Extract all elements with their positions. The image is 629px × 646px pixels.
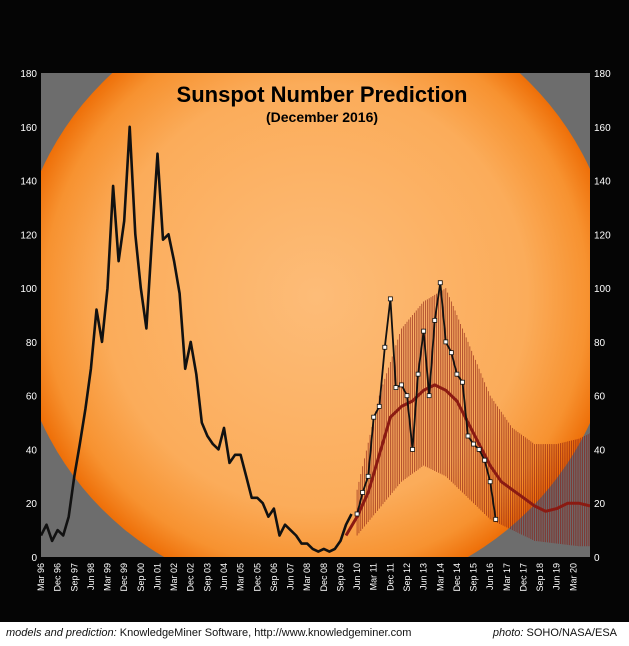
recent-observed-point: [454, 371, 460, 377]
recent-observed-point: [360, 490, 366, 495]
x-tick-label: Dec 14: [452, 563, 462, 592]
credit-models: models and prediction: KnowledgeMiner So…: [6, 627, 411, 639]
x-tick-label: Jun 10: [352, 563, 362, 590]
recent-observed-point: [443, 339, 449, 345]
x-tick-label: Sep 12: [402, 563, 412, 592]
y-tick-label-right: 120: [594, 230, 611, 241]
x-tick-label: Jun 19: [552, 563, 562, 590]
x-tick-label: Jun 98: [86, 563, 96, 590]
x-tick-label: Jun 04: [219, 563, 229, 590]
y-tick-label-right: 140: [594, 177, 611, 188]
y-axis-right: 0 20 40 60 80 100 120 140 160 180: [594, 69, 611, 564]
recent-observed-point: [426, 393, 432, 399]
y-tick-label-left: 120: [20, 230, 37, 241]
recent-observed-point: [471, 441, 476, 447]
y-tick-label-left: 80: [26, 338, 38, 349]
x-tick-label: Mar 99: [103, 563, 113, 591]
x-tick-label: Mar 02: [169, 563, 179, 591]
recent-observed-point: [404, 393, 410, 399]
recent-observed-point: [493, 516, 499, 522]
chart-title: Sunspot Number Prediction: [177, 82, 468, 107]
recent-observed-point: [448, 350, 454, 356]
y-tick-label-left: 160: [20, 123, 37, 134]
x-tick-label: Mar 96: [36, 563, 46, 591]
observed-series: [41, 125, 353, 553]
recent-observed-point: [432, 317, 438, 323]
recent-observed-point: [476, 447, 482, 452]
prediction-band: [356, 288, 590, 547]
recent-observed-point: [410, 447, 415, 452]
x-tick-label: Jun 01: [152, 563, 162, 590]
x-tick-label: Mar 08: [302, 563, 312, 591]
x-tick-label: Mar 05: [236, 563, 246, 591]
x-tick-label: Dec 17: [518, 563, 528, 592]
y-tick-label-left: 140: [20, 177, 37, 188]
credit-models-text: KnowledgeMiner Software, http://www.know…: [116, 627, 412, 639]
sun-disc: [41, 73, 590, 557]
recent-observed-point: [382, 344, 388, 350]
x-tick-label: Dec 08: [319, 563, 329, 592]
recent-observed-point: [482, 457, 488, 463]
x-tick-label: Dec 11: [385, 563, 395, 591]
y-tick-label-left: 0: [31, 553, 37, 564]
sunspot-chart: 0 20 40 60 80 100 120 140 160 180 0 20 40 60 80 100 120…: [0, 0, 629, 622]
observed-line: [41, 125, 353, 553]
y-tick-label-right: 180: [594, 69, 611, 80]
credits-bar: models and prediction: KnowledgeMiner So…: [0, 622, 629, 646]
y-tick-label-right: 160: [594, 123, 611, 134]
x-tick-label: Dec 99: [119, 563, 129, 592]
credit-photo-text: SOHO/NASA/ESA: [523, 627, 617, 639]
x-axis: Mar 96 Dec 96 Sep 97 Jun 98 Mar 99 Dec 99 Sep …: [36, 563, 578, 592]
y-tick-label-right: 60: [594, 392, 606, 403]
recent-observed-point: [387, 296, 393, 302]
recent-observed-point: [354, 511, 360, 517]
y-tick-label-right: 20: [594, 499, 606, 510]
y-tick-label-right: 100: [594, 284, 611, 295]
y-tick-label-left: 20: [26, 499, 38, 510]
y-tick-label-right: 0: [594, 553, 600, 564]
recent-observed-point: [437, 280, 443, 286]
y-axis-left: 0 20 40 60 80 100 120 140 160 180: [20, 69, 37, 564]
x-tick-label: Dec 05: [252, 563, 262, 592]
x-tick-label: Mar 14: [435, 563, 445, 591]
y-tick-label-right: 40: [594, 445, 606, 456]
prediction-median-line: [344, 383, 590, 537]
y-tick-label-left: 180: [20, 69, 37, 80]
x-tick-label: Mar 11: [369, 563, 379, 590]
y-tick-label-left: 40: [26, 445, 38, 456]
recent-observed-point: [376, 404, 382, 409]
recent-observed-point: [371, 414, 377, 420]
recent-observed-point: [365, 473, 371, 479]
x-tick-label: Jun 13: [419, 563, 429, 590]
x-tick-label: Sep 00: [136, 563, 146, 592]
x-tick-label: Dec 96: [53, 563, 63, 592]
recent-observed-point: [487, 479, 493, 485]
x-tick-label: Sep 06: [269, 563, 279, 592]
recent-observed-line: [354, 280, 499, 522]
x-tick-label: Sep 03: [202, 563, 212, 592]
recent-observed-point: [465, 433, 471, 439]
chart-subtitle: (December 2016): [266, 109, 378, 125]
x-tick-label: Mar 17: [502, 563, 512, 591]
x-tick-label: Jun 16: [485, 563, 495, 590]
x-tick-label: Jun 07: [286, 563, 296, 590]
x-tick-label: Sep 09: [335, 563, 345, 592]
y-tick-label-left: 100: [20, 284, 37, 295]
credit-models-label: models and prediction:: [6, 627, 117, 639]
recent-observed-point: [399, 382, 404, 388]
y-tick-label-right: 80: [594, 338, 606, 349]
credit-photo: photo: SOHO/NASA/ESA: [493, 627, 617, 639]
x-tick-label: Sep 18: [535, 563, 545, 592]
prediction-median-series: [344, 383, 590, 537]
x-tick-label: Dec 02: [186, 563, 196, 592]
x-tick-label: Mar 20: [568, 563, 578, 591]
recent-observed-point: [415, 371, 421, 377]
credit-photo-label: photo:: [492, 627, 524, 639]
x-tick-label: Sep 97: [69, 563, 79, 592]
recent-observed-point: [460, 379, 465, 385]
y-tick-label-left: 60: [26, 392, 38, 403]
recent-observed-point: [421, 328, 427, 334]
x-tick-label: Sep 15: [469, 563, 479, 592]
recent-observed-point: [393, 385, 399, 391]
